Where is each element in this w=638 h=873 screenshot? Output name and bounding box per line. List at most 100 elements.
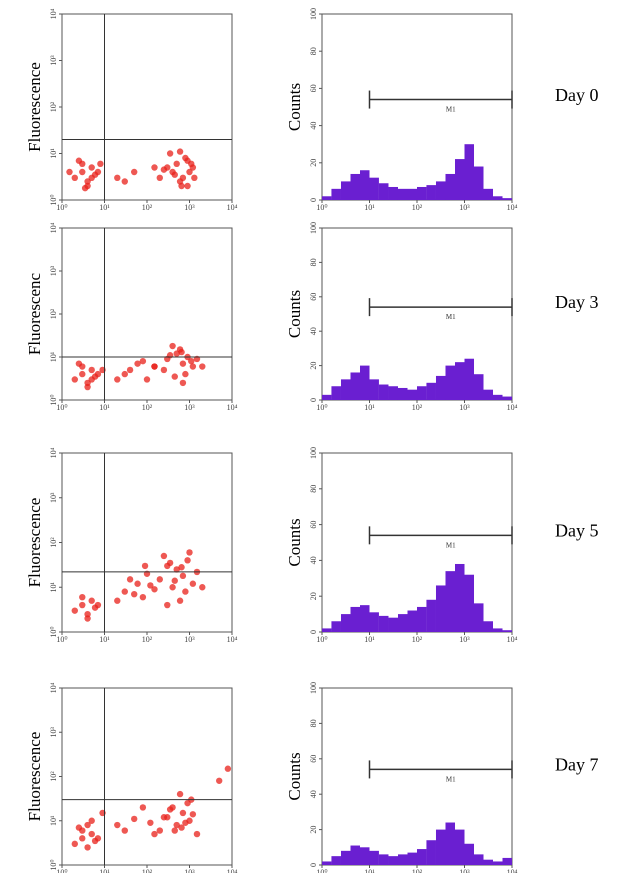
- dot: [147, 582, 154, 589]
- histogram-bar: [360, 365, 370, 400]
- dot: [134, 580, 141, 587]
- dot: [88, 366, 95, 374]
- dot: [216, 777, 223, 784]
- plot-frame: [61, 452, 233, 633]
- y-tick-label: 20: [309, 592, 318, 600]
- dot: [131, 590, 138, 598]
- dot: [75, 157, 83, 164]
- x-tick-label: 10⁴: [507, 868, 518, 873]
- x-tick-label: 10⁴: [507, 635, 518, 644]
- dot: [71, 376, 78, 383]
- dot: [81, 184, 89, 192]
- x-tick-label: 10⁴: [227, 868, 238, 873]
- y-axis-label: Counts: [285, 518, 304, 566]
- dot: [114, 174, 121, 182]
- dot: [79, 370, 86, 378]
- dot: [173, 821, 180, 829]
- x-tick-label: 10⁰: [56, 403, 67, 412]
- dot: [184, 557, 191, 564]
- x-tick-label: 10²: [142, 203, 153, 212]
- dot: [88, 164, 95, 171]
- y-tick-label: 10⁴: [49, 447, 58, 458]
- dot: [97, 160, 104, 168]
- dot: [189, 363, 197, 370]
- histogram-bar: [331, 621, 341, 632]
- y-tick-label: 10¹: [49, 148, 58, 159]
- dot: [160, 552, 168, 560]
- gate-label: M1: [446, 541, 456, 549]
- histogram-bar: [397, 854, 408, 865]
- y-axis-label: Fluorescence: [25, 732, 44, 822]
- y-tick-label: 80: [309, 719, 318, 727]
- dot: [88, 376, 95, 383]
- dot: [188, 357, 195, 365]
- dot: [160, 814, 168, 821]
- histogram-bar: [455, 563, 465, 632]
- y-tick-label: 10⁰: [49, 859, 58, 870]
- dot: [224, 765, 232, 772]
- dot: [71, 174, 78, 182]
- y-tick-label: 60: [309, 521, 318, 529]
- dot: [121, 827, 128, 834]
- dot: [147, 819, 154, 826]
- dot: [88, 174, 95, 182]
- dot: [179, 360, 187, 367]
- y-tick-label: 10⁴: [49, 222, 58, 233]
- histogram-bar: [331, 856, 341, 865]
- histogram-bar: [378, 384, 389, 400]
- y-tick-label: 20: [309, 362, 318, 370]
- dot: [66, 168, 73, 176]
- dot: [79, 168, 86, 176]
- dot: [186, 168, 193, 176]
- y-tick-label: 20: [309, 159, 318, 167]
- histogram-bar: [378, 183, 389, 200]
- x-tick-label: 10⁴: [227, 203, 238, 212]
- dot: [176, 597, 184, 604]
- y-tick-label: 10⁴: [49, 682, 58, 693]
- histogram-bar: [426, 840, 436, 865]
- x-tick-label: 10³: [459, 635, 470, 644]
- histogram-bar: [426, 185, 436, 200]
- x-tick-label: 10¹: [99, 635, 110, 644]
- dot: [199, 584, 206, 591]
- dot: [94, 835, 102, 842]
- histogram-bar: [322, 628, 332, 632]
- x-tick-label: 10⁰: [316, 403, 327, 412]
- histogram-bar: [360, 847, 370, 865]
- histogram-bar: [464, 144, 475, 200]
- histogram-bar: [340, 850, 351, 865]
- x-tick-label: 10⁴: [227, 635, 238, 644]
- dot: [188, 160, 195, 168]
- x-tick-label: 10¹: [364, 203, 375, 212]
- dot: [131, 168, 138, 176]
- dot: [193, 830, 201, 838]
- dot: [178, 348, 185, 356]
- histogram-bar: [502, 630, 512, 632]
- dot: [178, 182, 185, 190]
- dot: [182, 819, 189, 826]
- histogram-bar: [492, 196, 503, 200]
- histogram-bar: [426, 382, 436, 400]
- histogram-bar: [417, 606, 427, 632]
- histogram-bar: [407, 852, 417, 865]
- dot: [179, 809, 187, 817]
- histogram-bar: [502, 857, 512, 865]
- dot: [141, 562, 149, 570]
- y-tick-label: 60: [309, 755, 318, 763]
- histogram-bar: [455, 362, 465, 400]
- y-tick-label: 0: [309, 630, 318, 634]
- y-tick-label: 100: [309, 222, 318, 234]
- y-tick-label: 80: [309, 258, 318, 266]
- dot: [191, 174, 198, 182]
- y-axis-label: Counts: [285, 752, 304, 800]
- dot: [139, 804, 147, 811]
- histogram-bar: [492, 394, 503, 400]
- histogram-bar: [369, 177, 379, 200]
- x-tick-label: 10³: [184, 403, 195, 412]
- dot: [71, 840, 78, 848]
- histogram-bar: [474, 374, 484, 400]
- histogram-bar: [388, 617, 398, 632]
- dot: [156, 174, 163, 182]
